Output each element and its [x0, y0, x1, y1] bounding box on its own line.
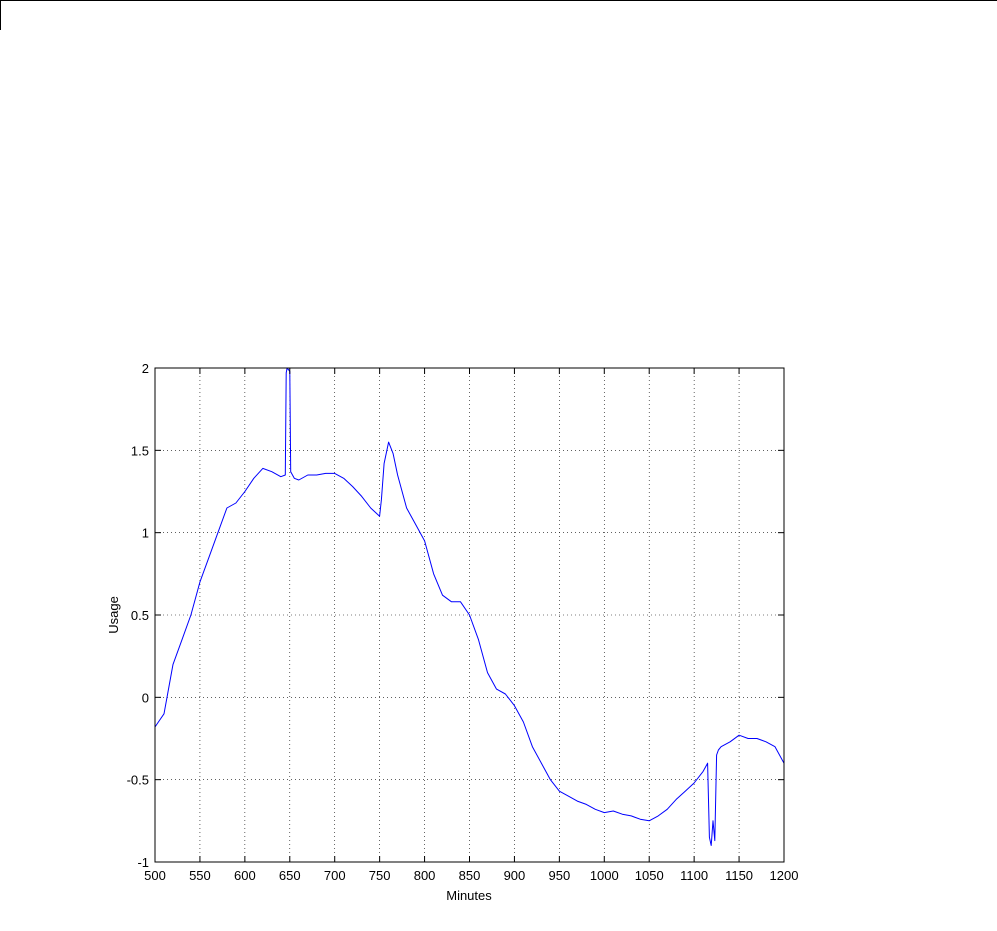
x-axis-label: Minutes — [446, 888, 492, 903]
x-tick-label: 900 — [504, 868, 526, 883]
y-tick-label: -1 — [137, 855, 149, 870]
x-tick-label: 600 — [234, 868, 256, 883]
x-tick-label: 950 — [549, 868, 571, 883]
y-tick-label: 2 — [142, 361, 149, 376]
y-tick-label: 0.5 — [131, 608, 149, 623]
x-tick-label: 1050 — [635, 868, 664, 883]
x-tick-label: 850 — [459, 868, 481, 883]
y-axis-label: Usage — [106, 596, 121, 634]
x-tick-labels: 500 550 600 650 700 750 800 850 900 950 1000 1050 11… — [144, 868, 798, 883]
window-top-border — [0, 0, 997, 1]
x-tick-label: 1150 — [725, 868, 753, 883]
series-layer — [154, 367, 785, 846]
y-tick-label: 1.5 — [131, 443, 149, 458]
x-tick-label: 550 — [189, 868, 211, 883]
y-tick-label: 0 — [142, 690, 149, 705]
x-tick-label: 700 — [324, 868, 346, 883]
window-left-border — [0, 0, 1, 30]
x-tick-label: 1200 — [770, 868, 799, 883]
y-tick-label: -0.5 — [127, 773, 149, 788]
x-tick-label: 500 — [144, 868, 166, 883]
x-tick-label: 1100 — [680, 868, 708, 883]
x-tick-label: 750 — [369, 868, 391, 883]
y-tick-labels: -1 -0.5 0 0.5 1 1.5 2 — [127, 361, 149, 870]
x-tick-label: 800 — [414, 868, 436, 883]
grid-lines — [155, 368, 784, 862]
x-tick-label: 650 — [279, 868, 301, 883]
usage-series-line — [154, 367, 785, 846]
y-tick-label: 1 — [142, 526, 149, 541]
tick-marks — [154, 367, 785, 863]
x-tick-label: 1000 — [590, 868, 619, 883]
